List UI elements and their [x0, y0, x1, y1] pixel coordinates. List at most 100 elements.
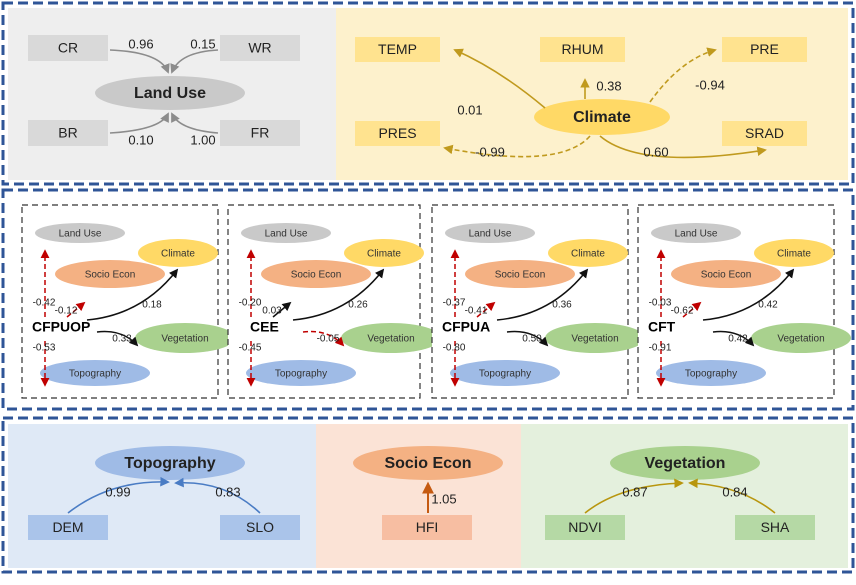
indicator-sha-label: SHA: [761, 519, 790, 535]
sem-panel-cft: Land Use Climate Socio Econ Vegetation Topog…: [637, 204, 851, 399]
arrow-socio-econ: [682, 301, 702, 318]
bottom-panel-frame: [1, 416, 855, 574]
middle-panel-frame: [1, 188, 855, 411]
indicator-cr: [28, 35, 108, 61]
indicator-wr: [220, 35, 300, 61]
coef-br: 0.10: [128, 132, 153, 147]
arrow-br: [109, 112, 169, 134]
coef-socio-econ: 0.03: [262, 306, 282, 317]
coef-land-use: -0.20: [239, 298, 262, 309]
coef-vegetation: 0.33: [112, 334, 132, 345]
node-socio: [55, 260, 165, 288]
sem-panel-cfpua: Land Use Climate Socio Econ Vegetation Topog…: [431, 204, 645, 399]
node-topography-label: Topography: [479, 369, 531, 380]
indicator-slo: [220, 515, 300, 540]
arrow-climate: [292, 268, 385, 321]
arrow-vegetation: [302, 330, 345, 347]
indicator-slo-label: SLO: [246, 519, 274, 535]
socio-econ-node: [353, 446, 503, 480]
coef-topography: -0.91: [649, 343, 672, 354]
coef-vegetation: 0.50: [522, 334, 542, 345]
node-vegetation: [341, 323, 441, 353]
climate-node-label: Climate: [573, 109, 631, 126]
node-climate-label: Climate: [367, 249, 401, 260]
node-socio-label: Socio Econ: [291, 270, 342, 281]
node-socio: [671, 260, 781, 288]
coef-wr: 0.15: [190, 36, 215, 51]
coef-vegetation: -0.05: [317, 334, 340, 345]
node-socio-label: Socio Econ: [85, 270, 136, 281]
coef-land-use: -0.42: [33, 298, 56, 309]
outcome-label: CFT: [648, 319, 676, 335]
top-panel-frame: [1, 1, 855, 186]
arrow-socio-econ: [66, 301, 86, 318]
coef-climate: 0.36: [552, 300, 572, 311]
coef-srad: 0.60: [643, 144, 668, 159]
node-vegetation: [545, 323, 645, 353]
node-land-use-label: Land Use: [59, 229, 102, 240]
coef-dem: 0.99: [105, 484, 130, 499]
coef-pre: -0.94: [695, 77, 725, 92]
indicator-pres: [355, 121, 440, 146]
indicator-srad: [722, 121, 807, 146]
node-climate-label: Climate: [571, 249, 605, 260]
coef-socio-econ: -0.41: [465, 306, 488, 317]
arrow-climate: [702, 268, 795, 321]
coef-sha: 0.84: [722, 484, 747, 499]
node-socio: [465, 260, 575, 288]
climate-region: [336, 8, 848, 180]
indicator-temp-label: TEMP: [378, 41, 417, 57]
coef-topography: -0.45: [239, 343, 262, 354]
node-land-use-label: Land Use: [265, 229, 308, 240]
arrow-pres: [443, 135, 591, 158]
coef-topography: -0.80: [443, 343, 466, 354]
node-vegetation-label: Vegetation: [571, 334, 618, 345]
indicator-dem-label: DEM: [52, 519, 83, 535]
node-climate: [344, 239, 424, 267]
arrow-vegetation: [712, 330, 755, 347]
coef-ndvi: 0.87: [622, 484, 647, 499]
arrow-sha: [688, 478, 776, 514]
node-socio: [261, 260, 371, 288]
outcome-label: CFPUOP: [32, 319, 90, 335]
indicator-ndvi-label: NDVI: [568, 519, 601, 535]
node-vegetation-label: Vegetation: [367, 334, 414, 345]
arrow-socio-econ: [272, 301, 292, 318]
sem-panel-cfpuop: Land Use Climate Socio Econ Vegetation Topog…: [21, 204, 235, 399]
socio-econ-node-label: Socio Econ: [384, 455, 471, 472]
node-land-use: [35, 223, 125, 243]
topography-node: [95, 446, 245, 480]
indicator-wr-label: WR: [248, 40, 271, 56]
node-vegetation-label: Vegetation: [777, 334, 824, 345]
vegetation-node-label: Vegetation: [645, 455, 726, 472]
climate-node: [534, 99, 670, 135]
coef-temp: 0.01: [457, 102, 482, 117]
arrow-climate: [86, 268, 179, 321]
arrow-srad: [599, 135, 767, 159]
indicator-pres-label: PRES: [378, 125, 416, 141]
arrow-pre: [649, 47, 717, 103]
coef-pres: -0.99: [475, 144, 505, 159]
arrow-vegetation: [96, 330, 139, 347]
node-climate-label: Climate: [777, 249, 811, 260]
sem-panel-cee: Land Use Climate Socio Econ Vegetation Topog…: [227, 204, 441, 399]
indicator-hfi-label: HFI: [416, 519, 439, 535]
indicator-pre: [722, 37, 807, 62]
node-land-use: [241, 223, 331, 243]
arrow-temp: [453, 48, 546, 109]
node-land-use: [445, 223, 535, 243]
coef-land-use: -0.03: [649, 298, 672, 309]
indicator-srad-label: SRAD: [745, 125, 784, 141]
indicator-rhum-label: RHUM: [562, 41, 604, 57]
node-socio-label: Socio Econ: [495, 270, 546, 281]
arrow-cr: [109, 49, 170, 74]
indicator-ndvi: [545, 515, 625, 540]
vegetation-region: [521, 424, 848, 568]
topography-node-label: Topography: [124, 455, 215, 472]
land-use-node-label: Land Use: [134, 85, 206, 102]
coef-hfi: 1.05: [431, 491, 456, 506]
node-topography: [656, 360, 766, 386]
indicator-fr-label: FR: [251, 125, 270, 141]
node-land-use-label: Land Use: [675, 229, 718, 240]
